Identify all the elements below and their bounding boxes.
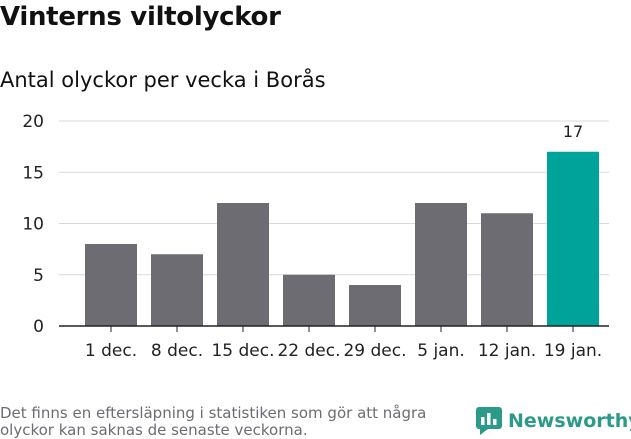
chart-subtitle: Antal olyckor per vecka i Borås [0,68,326,92]
bar [217,203,269,326]
brand-logo: Newsworthy [476,407,631,435]
newsworthy-chart-icon [476,407,502,435]
x-tick-label: 15 dec. [211,341,274,361]
y-tick-label: 15 [22,163,44,183]
y-tick-label: 20 [22,112,44,132]
x-tick-label: 12 jan. [478,341,536,361]
y-tick-label: 10 [22,215,44,235]
x-tick-label: 8 dec. [151,341,203,361]
x-tick-label: 29 dec. [343,341,406,361]
y-tick-label: 5 [33,266,44,286]
chart-title: Vinterns viltolyckor [0,2,281,32]
bar [151,254,203,326]
x-tick-label: 1 dec. [85,341,137,361]
data-label: 17 [563,122,583,141]
brand-name: Newsworthy [508,410,631,432]
bar [415,203,467,326]
bar-chart: 0 5 10 15 20 1 dec. 8 dec. 15 dec. 22 dec. 29 dec… [22,112,609,361]
bar [85,244,137,326]
x-tick-label: 19 jan. [544,341,602,361]
bar [547,151,599,326]
y-tick-label: 0 [33,317,44,337]
x-tick-label: 22 dec. [277,341,340,361]
bar [349,285,401,326]
bar [481,213,533,326]
bar [283,274,335,326]
footnote: Det finns en eftersläpning i statistiken… [0,404,427,439]
x-tick-label: 5 jan. [417,341,465,361]
